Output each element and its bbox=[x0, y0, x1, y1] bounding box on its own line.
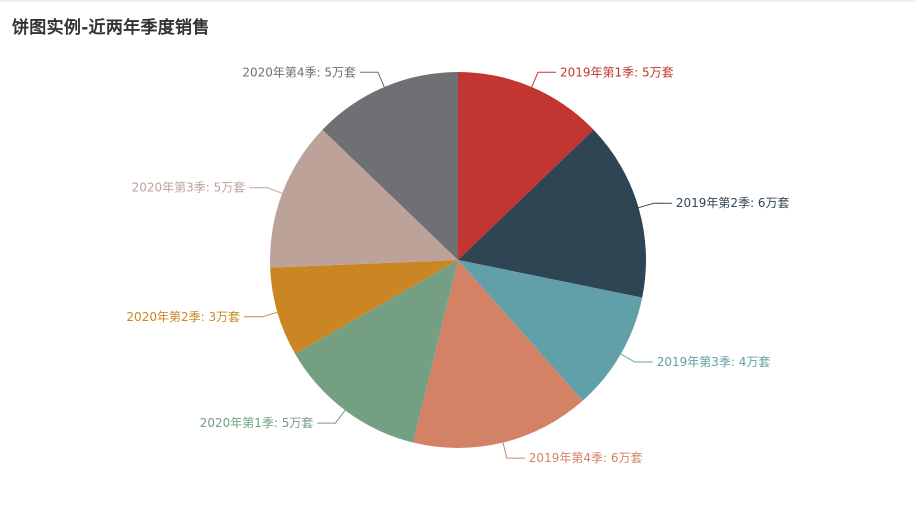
top-border bbox=[0, 0, 916, 2]
pie-slice-1[interactable] bbox=[458, 72, 594, 260]
pie-slice-7[interactable] bbox=[269, 129, 458, 268]
slice-label-1: 2019年第1季: 5万套 bbox=[560, 65, 674, 79]
leader-lines bbox=[244, 71, 672, 459]
slice-label-3: 2019年第3季: 4万套 bbox=[657, 355, 771, 369]
leader-line-4 bbox=[502, 442, 525, 459]
slice-labels: 2019年第1季: 5万套 2019年第2季: 6万套 2019年第3季: 4万套 2… bbox=[126, 65, 789, 465]
pie-slice-8[interactable] bbox=[322, 72, 458, 260]
leader-line-2 bbox=[638, 202, 672, 209]
chart-title: 饼图实例-近两年季度销售 bbox=[12, 18, 210, 38]
leader-line-7 bbox=[249, 187, 283, 194]
pie-slice-5[interactable] bbox=[295, 260, 458, 443]
slice-label-4: 2019年第4季: 6万套 bbox=[529, 451, 643, 465]
leader-line-8 bbox=[360, 71, 385, 88]
leader-line-3 bbox=[620, 353, 653, 363]
pie-slices bbox=[269, 72, 646, 449]
pie-slice-6[interactable] bbox=[270, 260, 458, 354]
slice-label-6: 2020年第2季: 3万套 bbox=[126, 310, 240, 324]
pie-slice-2[interactable] bbox=[458, 129, 646, 298]
slice-label-7: 2020年第3季: 5万套 bbox=[132, 181, 246, 195]
pie-slice-4[interactable] bbox=[413, 260, 583, 449]
pie-slice-3[interactable] bbox=[458, 260, 643, 401]
leader-line-5 bbox=[317, 409, 346, 424]
leader-line-1 bbox=[531, 71, 556, 88]
slice-label-2: 2019年第2季: 6万套 bbox=[676, 196, 790, 210]
leader-line-6 bbox=[244, 311, 278, 318]
slice-label-5: 2020年第1季: 5万套 bbox=[200, 416, 314, 430]
slice-label-8: 2020年第4季: 5万套 bbox=[242, 65, 356, 79]
